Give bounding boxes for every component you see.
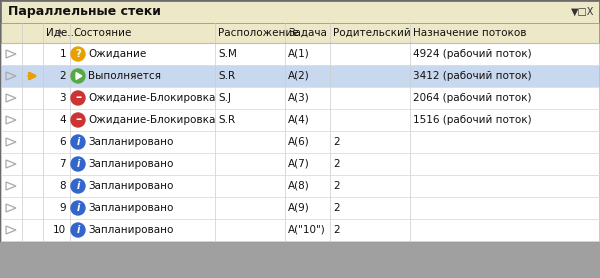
Text: 2: 2 [333,181,340,191]
Text: A(6): A(6) [288,137,310,147]
Circle shape [71,179,85,193]
Text: Запланировано: Запланировано [88,137,173,147]
Bar [1,65,599,87]
Text: –: – [75,113,81,125]
Text: Ожидание: Ожидание [88,49,146,59]
Text: A(1): A(1) [288,49,310,59]
Text: Запланировано: Запланировано [88,159,173,169]
Text: 4924 (рабочий поток): 4924 (рабочий поток) [413,49,532,59]
Text: Запланировано: Запланировано [88,181,173,191]
Bar [1,43,599,65]
Circle shape [71,201,85,215]
Text: Запланировано: Запланировано [88,225,173,235]
Bar [1,87,599,109]
Text: Задача: Задача [288,28,327,38]
Text: i: i [76,181,80,191]
Text: 6: 6 [59,137,66,147]
Text: 2064 (рабочий поток): 2064 (рабочий поток) [413,93,532,103]
Circle shape [71,135,85,149]
Text: 2: 2 [333,137,340,147]
Text: Ожидание-Блокировка: Ожидание-Блокировка [88,115,215,125]
Text: 4: 4 [59,115,66,125]
Text: Родительский: Родительский [333,28,411,38]
Text: A(2): A(2) [288,71,310,81]
Polygon shape [76,73,82,80]
Text: 7: 7 [59,159,66,169]
Text: 2: 2 [333,159,340,169]
Circle shape [71,47,85,61]
Text: Расположение: Расположение [218,28,299,38]
Bar [1,1,599,23]
Text: S.R: S.R [218,71,235,81]
Text: i: i [76,203,80,213]
Text: i: i [76,225,80,235]
Text: Параллельные стеки: Параллельные стеки [8,6,161,19]
Bar [1,1,599,241]
Text: S.J: S.J [218,93,231,103]
Text: S.R: S.R [218,115,235,125]
Text: A(4): A(4) [288,115,310,125]
Bar [1,219,599,241]
Bar [1,197,599,219]
Text: Ожидание-Блокировка: Ожидание-Блокировка [88,93,215,103]
Bar [1,131,599,153]
Text: A("10"): A("10") [288,225,326,235]
Text: 3412 (рабочий поток): 3412 (рабочий поток) [413,71,532,81]
Text: Иде...: Иде... [46,28,77,38]
Text: 9: 9 [59,203,66,213]
Bar [1,109,599,131]
Text: 2: 2 [333,225,340,235]
Text: ?: ? [75,49,81,59]
Text: Запланировано: Запланировано [88,203,173,213]
Text: 1516 (рабочий поток): 1516 (рабочий поток) [413,115,532,125]
Text: i: i [76,137,80,147]
Circle shape [71,113,85,127]
Text: 8: 8 [59,181,66,191]
Text: ▲: ▲ [58,28,62,34]
Text: i: i [76,159,80,169]
Text: 1: 1 [59,49,66,59]
Circle shape [71,91,85,105]
Circle shape [71,223,85,237]
Text: A(8): A(8) [288,181,310,191]
Text: 2: 2 [333,203,340,213]
Text: S.M: S.M [218,49,237,59]
Text: A(9): A(9) [288,203,310,213]
Text: 3: 3 [59,93,66,103]
Circle shape [71,69,85,83]
Text: A(7): A(7) [288,159,310,169]
Text: ▼□X: ▼□X [571,7,594,17]
Text: –: – [75,91,81,103]
Circle shape [71,157,85,171]
Text: Назначение потоков: Назначение потоков [413,28,527,38]
Bar [1,23,599,43]
Text: Выполняется: Выполняется [88,71,161,81]
Text: 10: 10 [53,225,66,235]
Text: Состояние: Состояние [73,28,131,38]
Bar [1,153,599,175]
Text: 2: 2 [59,71,66,81]
Text: A(3): A(3) [288,93,310,103]
Bar [1,175,599,197]
